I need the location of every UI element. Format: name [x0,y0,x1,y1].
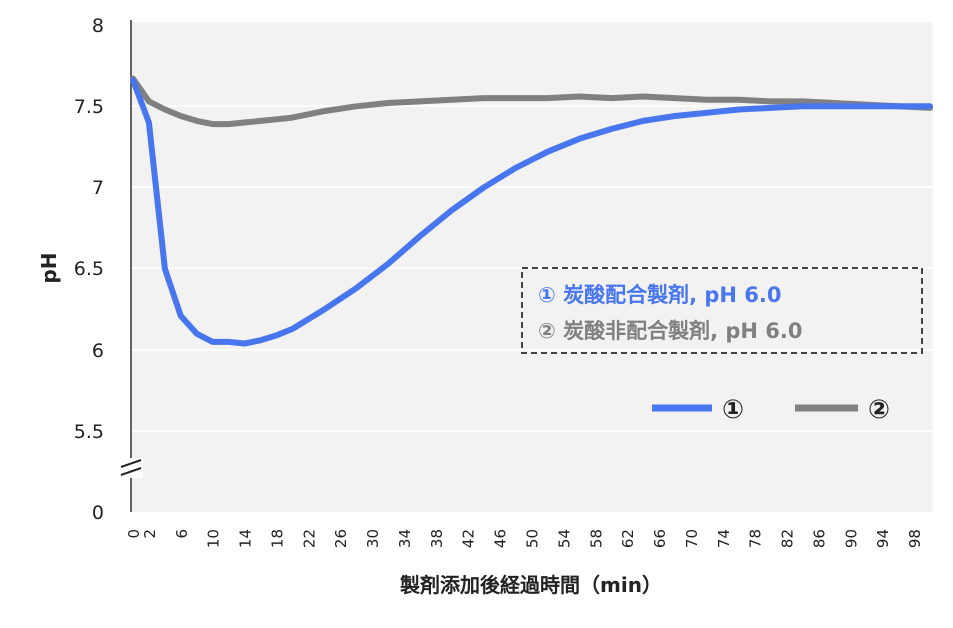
y-axis-title: pH [37,252,61,283]
x-tick-label: 34 [396,529,414,548]
x-tick-label: 38 [428,529,446,548]
legend-label-1: ① [722,395,744,425]
x-tick-label: 94 [874,529,892,548]
x-tick-label: 54 [555,529,573,548]
x-tick-label: 0 [125,529,143,539]
series-line-1 [130,77,933,347]
legend-label-2: ② [868,395,890,425]
annotation-line-2: ② 炭酸非配合製剤, pH 6.0 [538,319,803,343]
x-tick-label: 86 [810,529,828,548]
series-lines [130,75,933,347]
axis-break-slash-2 [120,467,142,476]
x-tick-label: 30 [364,529,382,548]
x-tick-label: 2 [141,529,159,539]
y-tick-label: 8 [92,15,104,37]
y-tick-label: 7 [92,177,104,199]
x-tick-label: 82 [779,529,797,548]
x-tick-label: 74 [715,529,733,548]
y-tick-labels: 8 7.5 7 6.5 6 5.5 0 [74,15,104,524]
y-tick-label: 7.5 [74,96,104,118]
axis-break-slash-1 [120,459,142,468]
x-axis-title: 製剤添加後経過時間（min） [400,573,662,597]
x-tick-label: 78 [747,529,765,548]
x-tick-label: 6 [173,529,191,539]
x-tick-label: 66 [651,529,669,548]
legend: ① ② [652,395,890,425]
x-tick-label: 46 [492,529,510,548]
x-tick-label: 26 [332,529,350,548]
x-tick-label: 70 [683,529,701,548]
annotation-box: ① 炭酸配合製剤, pH 6.0 ② 炭酸非配合製剤, pH 6.0 [521,267,923,354]
x-tick-label: 14 [237,529,255,548]
x-tick-label: 98 [906,529,924,548]
x-tick-label: 42 [460,529,478,548]
x-tick-label: 18 [268,529,286,548]
annotation-border [521,267,923,354]
y-axis-break-mark [120,458,143,478]
y-tick-label: 6 [92,340,104,362]
x-tick-label: 22 [300,529,318,548]
series-line-2 [130,75,933,128]
y-tick-label: 6.5 [74,258,104,280]
x-tick-label: 50 [524,529,542,548]
y-tick-label: 5.5 [74,421,104,443]
x-tick-label: 62 [619,529,637,548]
annotation-line-1: ① 炭酸配合製剤, pH 6.0 [538,283,782,307]
x-tick-labels: 02 6 10 14 18 22 26 30 34 38 42 46 50 54 58 62 66 70 74 78 8… [125,529,924,548]
y-tick-label: 0 [92,502,104,524]
x-tick-label: 10 [205,529,223,548]
x-tick-label: 58 [587,529,605,548]
x-tick-label: 90 [842,529,860,548]
